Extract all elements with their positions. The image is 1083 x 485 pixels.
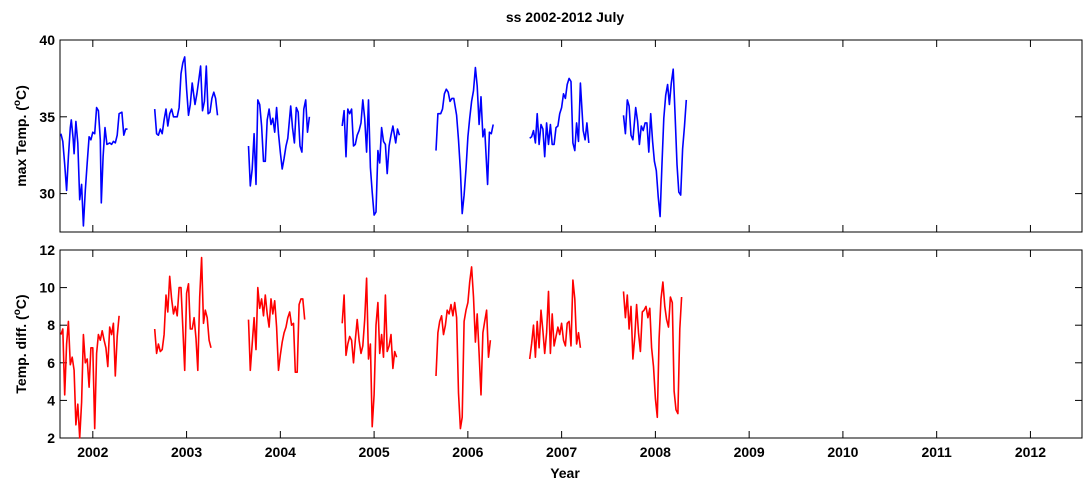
series-line-segment — [341, 99, 401, 216]
bottom-plot-frame — [59, 249, 1083, 439]
top-axis-ticks: 30 35 40 — [39, 32, 1082, 232]
x-axis-label: Year — [550, 465, 580, 481]
bottom-ylabel-part-2: C) — [13, 294, 29, 309]
series-line-segment — [153, 56, 219, 136]
y-tick-label: 12 — [39, 242, 55, 258]
x-tick-label: 2004 — [265, 444, 296, 460]
top-panel-max-temp: ss 2002-2012 July 30 35 40 max Temp. (oC) — [12, 9, 1083, 233]
y-tick-label: 8 — [47, 317, 55, 333]
series-line-segment — [528, 279, 582, 360]
series-line-segment — [435, 266, 492, 430]
y-tick-label: 35 — [39, 109, 55, 125]
x-tick-label: 2008 — [640, 444, 671, 460]
bottom-panel-temp-diff: 2002 2003 2004 2005 2006 2007 2008 2009 2010 2011… — [12, 242, 1083, 481]
top-y-axis-label: max Temp. (oC) — [12, 85, 29, 187]
top-plot-frame — [59, 39, 1083, 233]
series-line-segment — [247, 99, 311, 187]
y-tick-label: 10 — [39, 280, 55, 296]
x-tick-label: 2012 — [1015, 444, 1046, 460]
bottom-ylabel-degree: o — [12, 309, 23, 315]
top-ylabel-degree: o — [12, 100, 23, 106]
series-line-segment — [60, 106, 128, 227]
top-ylabel-part-1: max Temp. ( — [13, 106, 29, 187]
y-tick-label: 2 — [47, 430, 55, 446]
series-line-segment — [341, 277, 398, 428]
x-tick-label: 2003 — [171, 444, 202, 460]
series-line-segment — [622, 68, 688, 218]
series-line-segment — [153, 256, 212, 372]
svg-text:max Temp. (oC): max Temp. (oC) — [12, 85, 29, 187]
series-line-segment — [247, 286, 306, 374]
bottom-y-axis-label: Temp. diff. (oC) — [12, 294, 29, 393]
top-series-max-temp — [60, 56, 688, 227]
y-tick-label: 40 — [39, 32, 55, 48]
x-tick-label: 2011 — [921, 444, 952, 460]
series-line-segment — [529, 77, 590, 158]
y-tick-label: 6 — [47, 355, 55, 371]
x-tick-label: 2007 — [546, 444, 577, 460]
x-tick-label: 2010 — [827, 444, 858, 460]
x-tick-label: 2005 — [359, 444, 390, 460]
series-line-segment — [60, 315, 120, 439]
x-tick-label: 2006 — [452, 444, 483, 460]
y-tick-label: 30 — [39, 186, 55, 202]
bottom-series-temp-diff — [60, 256, 683, 439]
chart-title: ss 2002-2012 July — [506, 9, 625, 25]
x-tick-label: 2009 — [734, 444, 765, 460]
series-line-segment — [435, 66, 494, 215]
bottom-axis-ticks: 2002 2003 2004 2005 2006 2007 2008 2009 2010 2011… — [39, 242, 1082, 460]
x-tick-label: 2002 — [77, 444, 108, 460]
top-ylabel-part-2: C) — [13, 85, 29, 100]
series-line-segment — [622, 281, 683, 419]
svg-text:Temp. diff. (oC): Temp. diff. (oC) — [12, 294, 29, 393]
bottom-ylabel-part-1: Temp. diff. ( — [13, 315, 29, 394]
y-tick-label: 4 — [47, 392, 55, 408]
